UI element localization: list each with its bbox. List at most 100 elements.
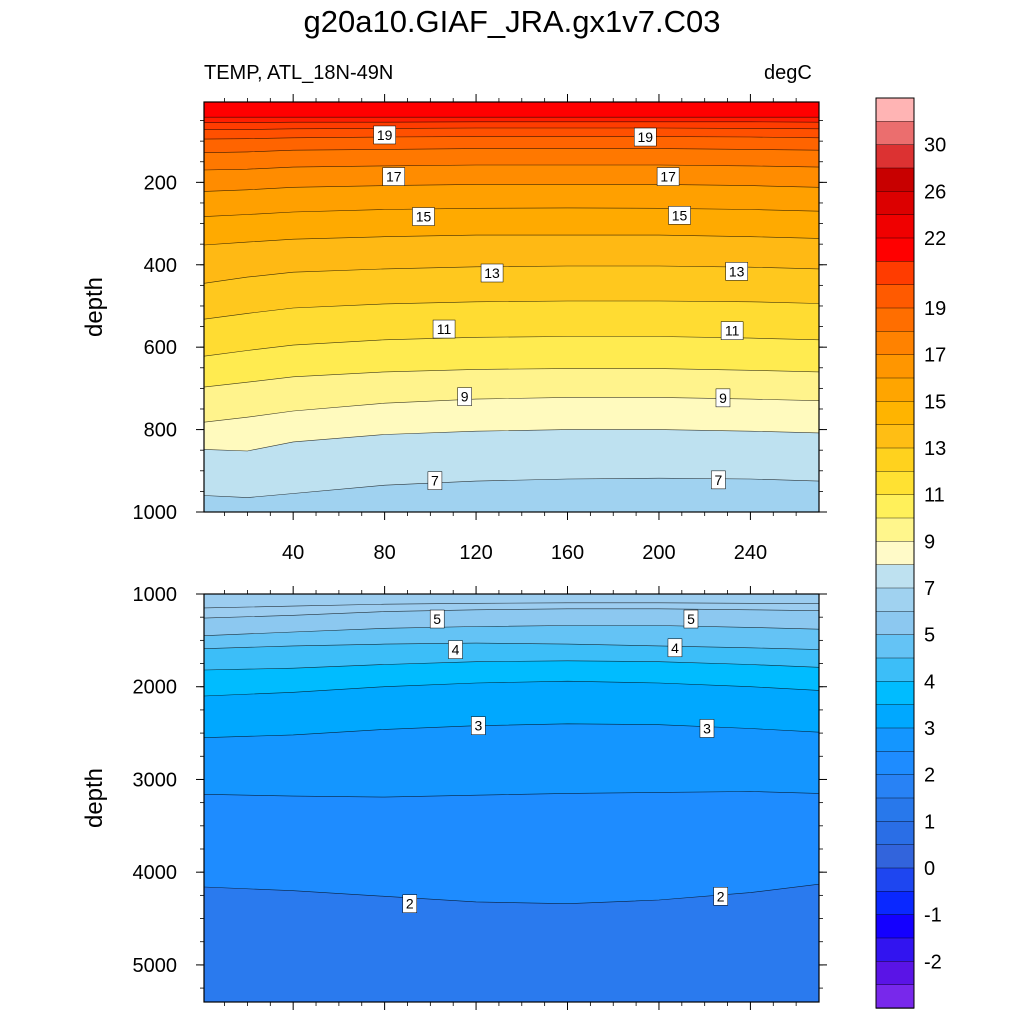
- upper-contour-label: 13: [480, 263, 504, 283]
- colorbar-swatch: [875, 844, 915, 869]
- upper-contour-18: [204, 148, 819, 153]
- colorbar-label: 9: [924, 531, 935, 553]
- upper-contour-label: 13: [725, 262, 748, 281]
- upper-contour-20: [204, 127, 819, 130]
- colorbar-swatch: [875, 237, 915, 263]
- lower-contour-label: 4: [667, 638, 683, 658]
- colorbar-swatch: [875, 774, 915, 799]
- upper-contour-label-text: 9: [719, 390, 727, 406]
- upper-plot-frame: [203, 101, 820, 513]
- upper-contour-10: [204, 368, 819, 388]
- lower-band-below-2: [204, 884, 819, 1002]
- lower-contour-label: 5: [429, 609, 445, 629]
- upper-contour-fills: [204, 102, 819, 512]
- upper-contour-15: [204, 207, 819, 217]
- colorbar-swatch: [875, 821, 915, 846]
- upper-x-tick-label: 120: [459, 542, 492, 564]
- colorbar-swatch: [875, 167, 915, 193]
- colorbar-label: 19: [924, 298, 946, 320]
- colorbar-swatch: [875, 984, 915, 1009]
- colorbar-swatch: [875, 961, 915, 986]
- upper-contour-label: 11: [720, 321, 744, 340]
- colorbar-swatch: [875, 704, 915, 729]
- lower-contour-label: 2: [713, 887, 728, 906]
- upper-contour-label-text: 15: [672, 207, 688, 223]
- upper-x-tick-label: 200: [642, 542, 675, 564]
- lower-contour-5_5: [204, 625, 819, 636]
- colorbar-label: 3: [924, 718, 935, 740]
- lower-contour-lines: [204, 602, 819, 905]
- upper-contour-label-text: 11: [725, 323, 740, 339]
- lower-contour-label: 2: [402, 894, 418, 913]
- upper-contour-11: [204, 336, 819, 357]
- upper-y-tick-label: 1000: [133, 502, 178, 524]
- upper-contour-21: [204, 121, 819, 123]
- lower-contour-label-text: 3: [474, 718, 482, 734]
- colorbar-swatch: [875, 727, 915, 753]
- lower-contour-label-text: 4: [671, 640, 679, 656]
- chart-title: g20a10.GIAF_JRA.gx1v7.C03: [303, 4, 721, 39]
- lower-y-tick-label: 3000: [133, 769, 178, 791]
- colorbar-swatch: [875, 587, 915, 613]
- colorbar-swatch: [875, 541, 915, 566]
- colorbar-swatch: [875, 261, 915, 286]
- colorbar-label: 5: [924, 625, 935, 647]
- lower-contour-5: [204, 642, 819, 650]
- upper-contour-label-text: 7: [715, 472, 723, 488]
- upper-band-below-7: [204, 478, 819, 512]
- lower-contour-label: 5: [683, 609, 699, 629]
- colorbar-swatch: [875, 471, 915, 496]
- colorbar-swatch: [875, 564, 915, 589]
- colorbar-swatch: [875, 891, 915, 916]
- upper-contour-13: [204, 265, 819, 284]
- colorbar-label: 1: [924, 811, 935, 833]
- colorbar-swatch: [875, 284, 915, 309]
- upper-contour-label-text: 15: [416, 209, 432, 225]
- upper-x-tick-label: 240: [734, 542, 767, 564]
- upper-y-tick-label: 400: [144, 255, 177, 277]
- upper-contour-label-text: 9: [461, 389, 469, 405]
- lower-contour-label-text: 5: [687, 611, 695, 627]
- lower-y-axis-title: depth: [81, 768, 108, 828]
- lower-contour-fills: [204, 594, 819, 1002]
- upper-y-tick-label: 600: [144, 337, 177, 359]
- upper-x-tick-label: 80: [373, 542, 395, 564]
- colorbar-label: 7: [924, 578, 935, 600]
- upper-contour-label-text: 13: [729, 263, 745, 279]
- colorbar-swatch: [875, 377, 915, 403]
- colorbar-swatch: [875, 494, 915, 519]
- colorbar-swatch: [875, 681, 915, 706]
- upper-contour-label-text: 19: [377, 127, 393, 143]
- colorbar-label: -2: [924, 951, 942, 973]
- colorbar-label: 17: [924, 345, 946, 367]
- colorbar-swatch: [875, 517, 915, 543]
- lower-contour-labels: 5 54 43 32 2: [402, 609, 728, 913]
- colorbar-swatch: [875, 307, 915, 333]
- lower-contour-label: 4: [448, 640, 463, 659]
- chart-subtitle-variable: TEMP, ATL_18N-49N: [204, 62, 394, 84]
- lower-contour-4: [204, 680, 819, 697]
- upper-contour-12: [204, 300, 819, 320]
- upper-contour-label: 11: [432, 319, 456, 339]
- upper-contour-label-text: 13: [484, 265, 500, 281]
- colorbar-frame: [875, 97, 915, 1009]
- colorbar-label: 26: [924, 181, 946, 203]
- upper-contour-label: 9: [715, 388, 731, 408]
- colorbar-swatch: [875, 657, 915, 683]
- colorbar-label: 11: [924, 485, 945, 507]
- lower-contour-label-text: 2: [406, 896, 414, 912]
- lower-y-tick-label: 5000: [133, 955, 178, 977]
- upper-contour-label-text: 19: [637, 129, 653, 145]
- upper-contour-label: 17: [656, 167, 680, 186]
- lower-contour-label-text: 5: [433, 611, 441, 627]
- upper-contour-label: 15: [668, 206, 691, 225]
- upper-y-axis-title: depth: [81, 277, 108, 337]
- upper-contour-labels: 19 19 17 17 15 15 13 13 11 11 9 9 7 7: [373, 125, 748, 490]
- colorbar-label: 30: [924, 135, 946, 157]
- colorbar-swatch: [875, 937, 915, 963]
- colorbar-label: 0: [924, 858, 935, 880]
- lower-axis-ticks: 1000 2000 3000 4000 5000: [133, 584, 827, 1010]
- colorbar-label: 15: [924, 391, 946, 413]
- colorbar-swatch: [875, 914, 915, 939]
